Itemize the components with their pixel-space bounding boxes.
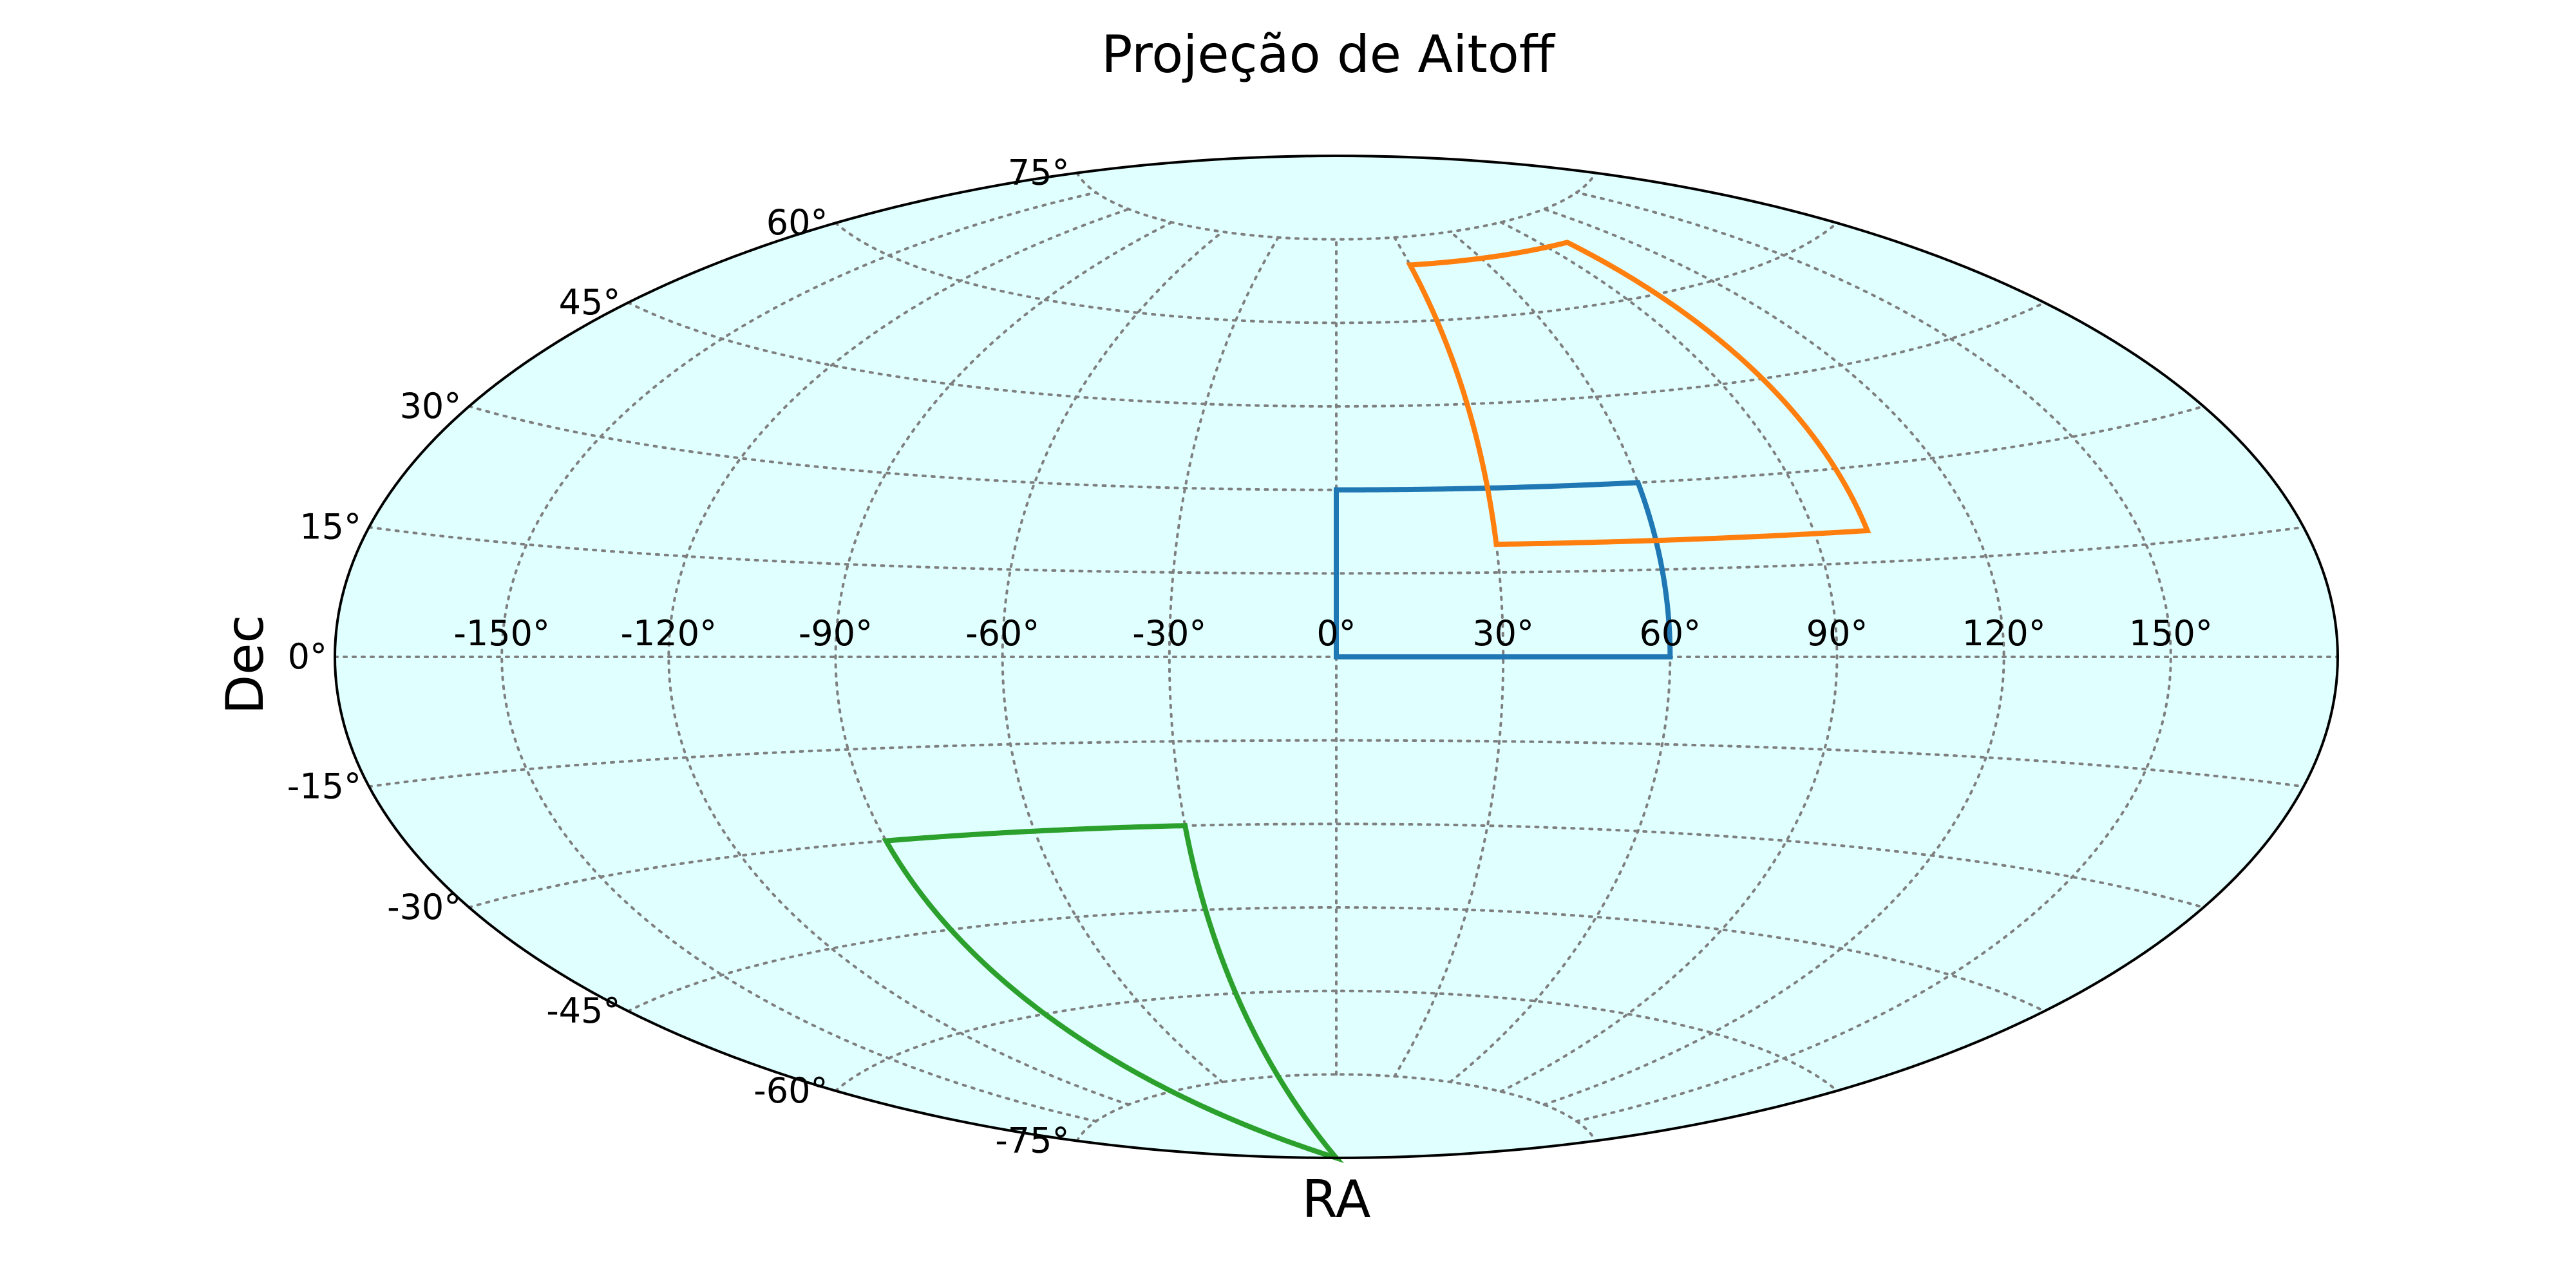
dec-gridline: [367, 526, 2306, 575]
ra-tick-label: -120°: [621, 613, 717, 654]
dec-gridline: [367, 739, 2306, 788]
dec-tick-label: 0°: [288, 636, 327, 677]
map-border: [333, 154, 2340, 1160]
y-axis-label: Dec: [215, 615, 275, 715]
ra-tick-label: 120°: [1962, 613, 2046, 654]
ra-gridline: [1542, 207, 2005, 1106]
x-axis-label: RA: [1302, 1170, 1370, 1229]
dec-tick-label: -15°: [287, 766, 361, 806]
dec-tick-label: -60°: [753, 1070, 828, 1111]
tick-labels: -150° -120° -90° -60° -30° 0° 30° 60° 90° 120° 150…: [287, 153, 2213, 1161]
dec-tick-label: 30°: [400, 386, 462, 426]
dec-tick-label: -75°: [995, 1121, 1069, 1161]
regions: [882, 240, 1871, 1164]
ra-tick-label: 60°: [1639, 613, 1701, 654]
ra-gridline: [1499, 221, 1839, 1093]
ra-tick-label: 90°: [1806, 613, 1868, 654]
dec-gridline: [468, 822, 2205, 909]
dec-gridline: [627, 301, 2046, 408]
ra-gridline: [500, 191, 1097, 1123]
ra-tick-label: -60°: [965, 613, 1039, 654]
ra-tick-label: -150°: [453, 613, 550, 654]
ra-gridline: [1575, 191, 2172, 1123]
region-outline-3: [882, 823, 1344, 1164]
dec-gridline: [1075, 171, 1597, 241]
ra-tick-label: -90°: [799, 613, 873, 654]
ra-tick-label: 30°: [1472, 613, 1534, 654]
ra-tick-label: -30°: [1132, 613, 1206, 654]
chart-title: Projeção de Aitoff: [1101, 24, 1555, 84]
region-outline-2: [1406, 240, 1871, 547]
dec-tick-label: -45°: [546, 990, 620, 1031]
region-outline-1: [1334, 480, 1673, 659]
ra-gridline: [667, 207, 1130, 1106]
dec-tick-label: -30°: [387, 887, 461, 927]
dec-gridline: [834, 989, 1839, 1092]
dec-gridline: [627, 906, 2046, 1013]
ra-tick-label: 0°: [1316, 613, 1356, 654]
dec-gridline: [834, 222, 1839, 325]
dec-tick-label: 60°: [766, 202, 828, 243]
ra-tick-label: 150°: [2129, 613, 2213, 654]
dec-tick-label: 45°: [559, 282, 621, 323]
dec-tick-label: 75°: [1008, 153, 1070, 193]
dec-gridline: [1075, 1073, 1597, 1142]
dec-tick-label: 15°: [299, 507, 361, 547]
